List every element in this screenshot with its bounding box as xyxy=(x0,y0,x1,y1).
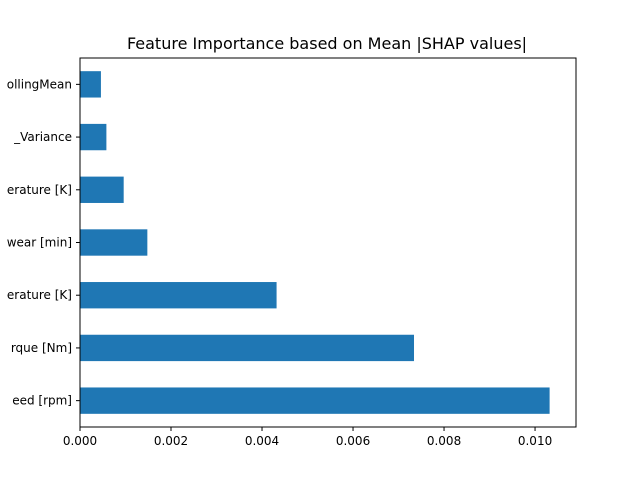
y-tick-label: erature [K] xyxy=(7,288,72,302)
bar xyxy=(80,387,550,414)
chart-title: Feature Importance based on Mean |SHAP v… xyxy=(127,34,527,53)
x-tick-label: 0.006 xyxy=(336,434,370,448)
plot-frame xyxy=(79,57,577,428)
x-tick-label: 0.002 xyxy=(154,434,188,448)
x-tick-label: 0.000 xyxy=(63,434,97,448)
x-tick-label: 0.010 xyxy=(518,434,552,448)
x-tick-label: 0.004 xyxy=(245,434,279,448)
bar xyxy=(80,176,124,203)
bar xyxy=(80,334,415,362)
x-axis-ticks: 0.000 0.002 0.004 0.006 0.008 0.010 xyxy=(63,427,552,448)
x-tick-label: 0.008 xyxy=(427,434,461,448)
y-tick-label: _Variance xyxy=(13,130,72,144)
y-tick-label: wear [min] xyxy=(7,236,72,250)
bars-group xyxy=(80,71,550,414)
y-tick-label: erature [K] xyxy=(7,183,72,197)
bar xyxy=(80,229,148,256)
bar xyxy=(80,71,101,98)
bar xyxy=(80,123,107,151)
y-axis-ticks: eed [rpm] rque [Nm] erature [K] wear [min] e… xyxy=(7,77,80,408)
y-tick-label: ollingMean xyxy=(7,77,72,91)
y-tick-label: eed [rpm] xyxy=(12,394,72,408)
y-tick-label: rque [Nm] xyxy=(11,341,72,355)
bar xyxy=(80,282,277,309)
